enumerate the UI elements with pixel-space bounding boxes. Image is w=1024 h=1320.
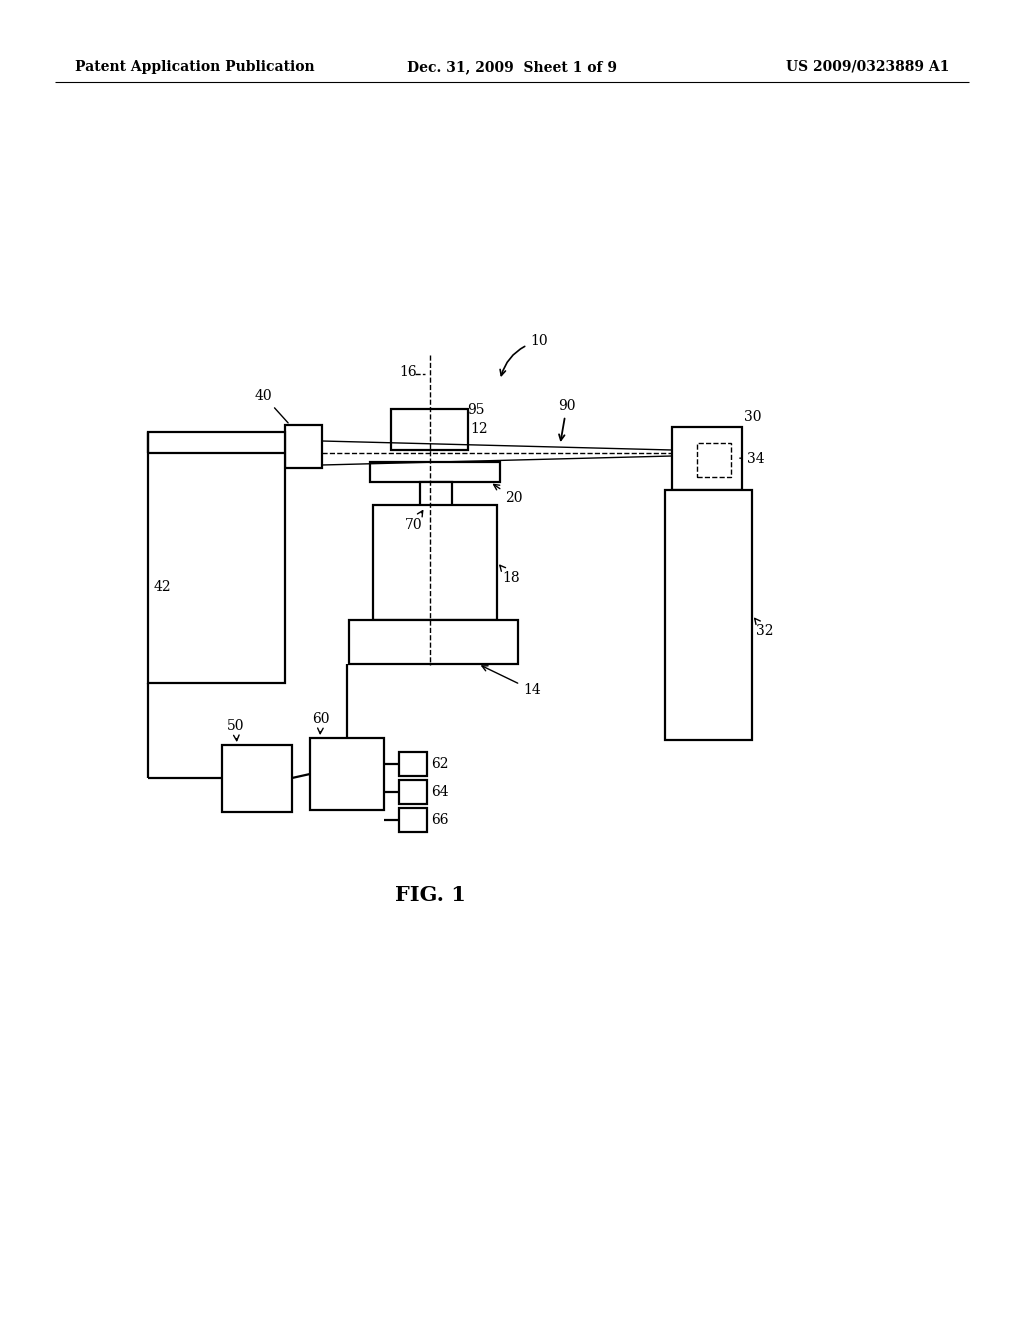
Text: 66: 66 — [431, 813, 449, 828]
Bar — [697, 444, 731, 477]
Bar — [399, 752, 427, 776]
Text: 50: 50 — [227, 719, 245, 741]
Text: Patent Application Publication: Patent Application Publication — [75, 59, 314, 74]
Bar — [148, 432, 285, 682]
Text: 70: 70 — [406, 511, 423, 532]
Text: 42: 42 — [154, 579, 172, 594]
Text: Dec. 31, 2009  Sheet 1 of 9: Dec. 31, 2009 Sheet 1 of 9 — [407, 59, 617, 74]
Text: 90: 90 — [558, 399, 575, 441]
Text: 12: 12 — [470, 422, 487, 436]
Bar — [310, 738, 384, 810]
Bar — [349, 620, 518, 664]
Bar — [399, 808, 427, 832]
Bar — [665, 490, 752, 741]
Text: FIG. 1: FIG. 1 — [394, 884, 466, 906]
Text: 16: 16 — [399, 366, 417, 379]
Text: 34: 34 — [739, 451, 765, 466]
Bar — [373, 506, 497, 620]
Bar — [285, 425, 322, 469]
Text: 95: 95 — [467, 403, 484, 417]
Text: 30: 30 — [744, 411, 762, 424]
Text: US 2009/0323889 A1: US 2009/0323889 A1 — [785, 59, 949, 74]
Text: 10: 10 — [500, 334, 548, 375]
Bar — [672, 426, 742, 490]
Text: 64: 64 — [431, 785, 449, 799]
Bar — [391, 409, 468, 450]
Bar — [420, 482, 452, 507]
Text: 40: 40 — [255, 389, 288, 422]
Text: 18: 18 — [500, 565, 519, 585]
Bar — [399, 780, 427, 804]
Text: 20: 20 — [494, 484, 522, 506]
Text: 62: 62 — [431, 756, 449, 771]
Text: 60: 60 — [312, 711, 330, 734]
Bar — [370, 462, 500, 482]
Bar — [222, 744, 292, 812]
Text: 32: 32 — [755, 618, 773, 638]
Text: 14: 14 — [482, 665, 541, 697]
